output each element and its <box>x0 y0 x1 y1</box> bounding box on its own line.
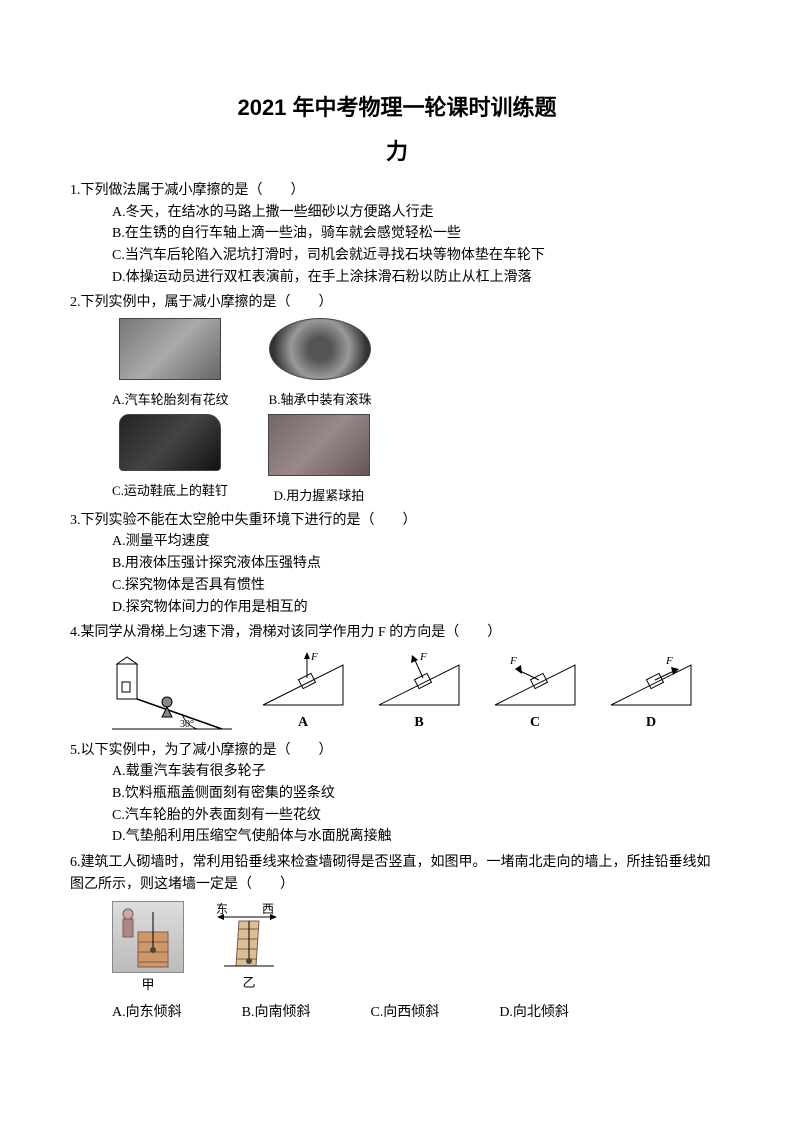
q4-labelB: B <box>374 712 464 734</box>
q6-num: 6. <box>70 855 81 870</box>
q2-stem: 下列实例中，属于减小摩擦的是（ ） <box>81 295 333 310</box>
q4-triC: F <box>490 650 580 710</box>
question-1: 1.下列做法属于减小摩擦的是（ ） A.冬天，在结冰的马路上撒一些细砂以方便路人… <box>70 180 724 288</box>
question-3: 3.下列实验不能在太空舱中失重环境下进行的是（ ） A.测量平均速度 B.用液体… <box>70 510 724 618</box>
q3-optC: C.探究物体是否具有惯性 <box>112 575 724 597</box>
q6-img-jia <box>112 901 184 973</box>
page-subtitle: 力 <box>70 134 724 166</box>
q5-optB: B.饮料瓶瓶盖侧面刻有密集的竖条纹 <box>112 783 724 805</box>
q2-capB: B.轴承中装有滚珠 <box>269 390 372 410</box>
q4-num: 4. <box>70 625 81 640</box>
q6-optB: B.向南倾斜 <box>242 1002 311 1024</box>
q1-optB: B.在生锈的自行车轴上滴一些油，骑车就会感觉轻松一些 <box>112 223 724 245</box>
q1-num: 1. <box>70 183 81 198</box>
q3-optB: B.用液体压强计探究液体压强特点 <box>112 553 724 575</box>
q5-optA: A.载重汽车装有很多轮子 <box>112 761 724 783</box>
q6-cap-jia: 甲 <box>112 975 184 995</box>
q2-num: 2. <box>70 295 81 310</box>
question-5: 5.以下实例中，为了减小摩擦的是（ ） A.载重汽车装有很多轮子 B.饮料瓶瓶盖… <box>70 740 724 848</box>
q4-labelC: C <box>490 712 580 734</box>
q4-F-C: F <box>509 655 517 667</box>
q2-capA: A.汽车轮胎刻有花纹 <box>112 390 229 410</box>
q6-west-label: 西 <box>262 902 274 916</box>
q2-capC: C.运动鞋底上的鞋钉 <box>112 481 228 501</box>
q5-optC: C.汽车轮胎的外表面刻有一些花纹 <box>112 805 724 827</box>
page-title: 2021 年中考物理一轮课时训练题 <box>70 90 724 122</box>
q6-img-yi: 东 西 <box>214 901 284 971</box>
q5-stem: 以下实例中，为了减小摩擦的是（ ） <box>81 743 333 758</box>
q2-img-shoe <box>119 414 221 471</box>
q4-F-D: F <box>665 655 673 667</box>
question-6: 6.建筑工人砌墙时，常利用铅垂线来检查墙砌得是否竖直，如图甲。一堵南北走向的墙上… <box>70 852 724 1023</box>
q3-num: 3. <box>70 513 81 528</box>
q4-stem: 某同学从滑梯上匀速下滑，滑梯对该同学作用力 F 的方向是（ ） <box>81 625 502 640</box>
q4-labelA: A <box>258 712 348 734</box>
q2-capD: D.用力握紧球拍 <box>268 486 370 506</box>
q6-cap-yi: 乙 <box>214 973 284 993</box>
q4-triA: F <box>258 650 348 710</box>
q3-stem: 下列实验不能在太空舱中失重环境下进行的是（ ） <box>81 513 417 528</box>
q1-stem: 下列做法属于减小摩擦的是（ ） <box>81 183 305 198</box>
q4-F-A: F <box>310 651 318 663</box>
q6-optC: C.向西倾斜 <box>370 1002 439 1024</box>
q4-F-B: F <box>419 651 427 663</box>
q4-labelD: D <box>606 712 696 734</box>
q1-optD: D.体操运动员进行双杠表演前，在手上涂抹滑石粉以防止从杠上滑落 <box>112 267 724 289</box>
q2-img-bearing <box>269 318 371 380</box>
q2-img-racket <box>268 414 370 476</box>
q6-stem: 建筑工人砌墙时，常利用铅垂线来检查墙砌得是否竖直，如图甲。一堵南北走向的墙上，所… <box>70 855 711 892</box>
q3-optD: D.探究物体间力的作用是相互的 <box>112 597 724 619</box>
q4-triB: F <box>374 650 464 710</box>
q4-slide-scene: 30° <box>112 654 232 734</box>
q3-optA: A.测量平均速度 <box>112 531 724 553</box>
q6-optA: A.向东倾斜 <box>112 1002 182 1024</box>
q5-num: 5. <box>70 743 81 758</box>
q5-optD: D.气垫船利用压缩空气使船体与水面脱离接触 <box>112 826 724 848</box>
q4-triD: F <box>606 650 696 710</box>
question-4: 4.某同学从滑梯上匀速下滑，滑梯对该同学作用力 F 的方向是（ ） 30° <box>70 622 724 733</box>
q1-optA: A.冬天，在结冰的马路上撒一些细砂以方便路人行走 <box>112 202 724 224</box>
q6-east-label: 东 <box>216 902 228 916</box>
q1-optC: C.当汽车后轮陷入泥坑打滑时，司机会就近寻找石块等物体垫在车轮下 <box>112 245 724 267</box>
q4-angle-label: 30° <box>180 719 194 730</box>
q6-optD: D.向北倾斜 <box>499 1002 569 1024</box>
q2-img-tire <box>119 318 221 380</box>
question-2: 2.下列实例中，属于减小摩擦的是（ ） A.汽车轮胎刻有花纹 B.轴承中装有滚珠… <box>70 292 724 505</box>
